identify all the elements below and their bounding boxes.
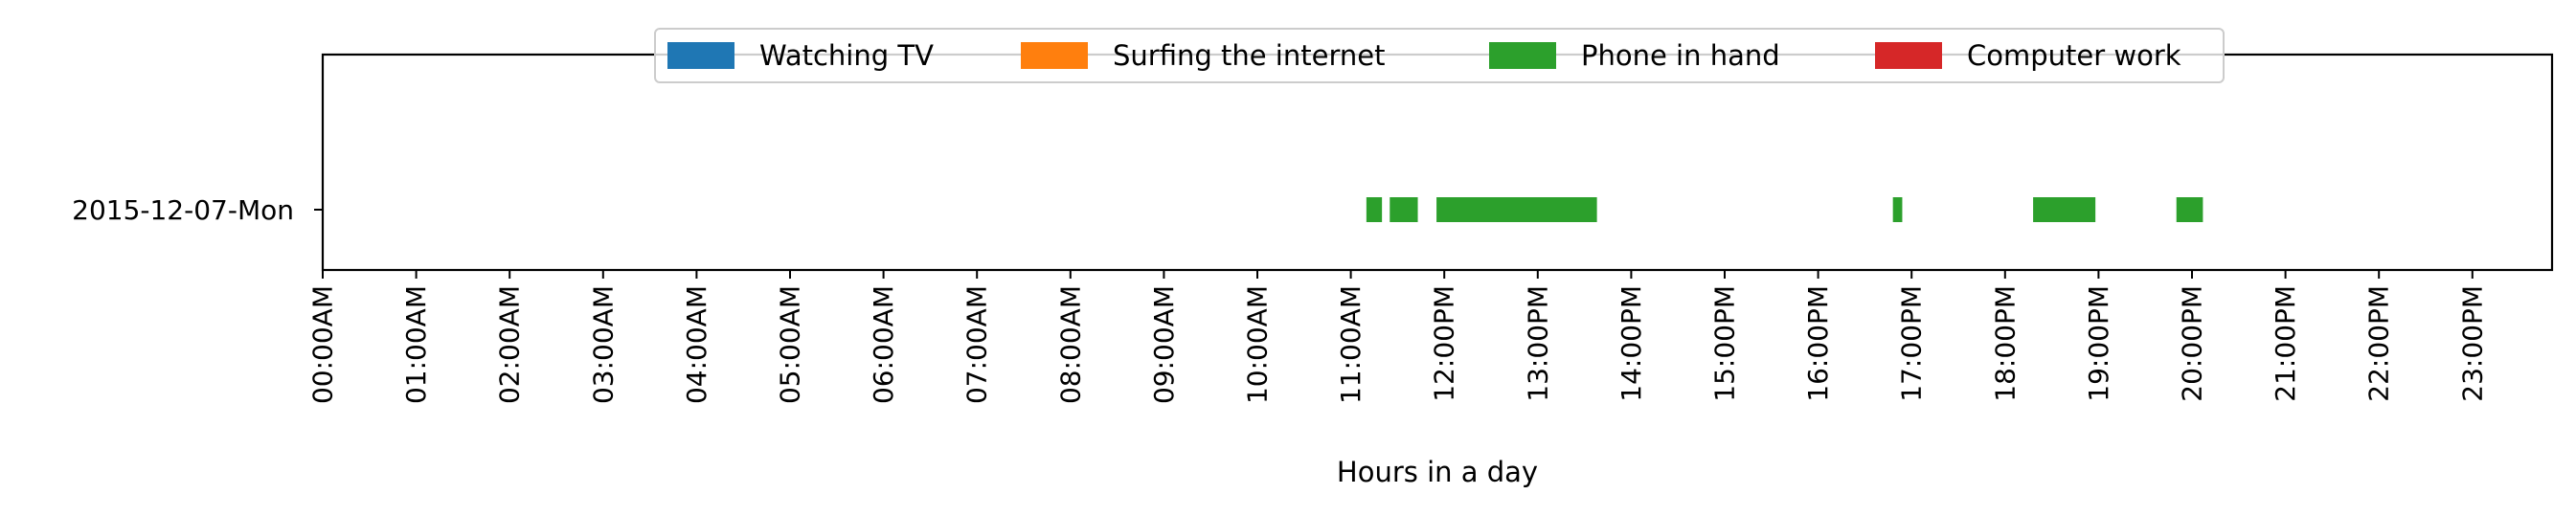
x-tick-label: 12:00PM (1429, 285, 1460, 402)
activity-segment (1366, 197, 1383, 222)
x-axis: 00:00AM 01:00AM 02:00AM 03:00AM 04:00AM 05:00… (307, 270, 2488, 404)
x-tick-label: 09:00AM (1148, 285, 1180, 404)
x-tick-label: 08:00AM (1054, 285, 1086, 404)
activity-segment (1390, 197, 1418, 222)
legend-swatch (1489, 42, 1556, 69)
x-tick-label: 06:00AM (868, 285, 899, 404)
activity-segment (1436, 197, 1597, 222)
activity-segment (2176, 197, 2203, 222)
legend-label: Computer work (1967, 39, 2181, 72)
x-tick-label: 22:00PM (2363, 285, 2395, 402)
x-tick-label: 11:00AM (1335, 285, 1367, 404)
plot-frame (321, 53, 2554, 272)
legend-swatch (1021, 42, 1088, 69)
legend: Watching TV Surfing the internet Phone in … (654, 28, 2225, 83)
activity-segment (1892, 197, 1903, 222)
x-tick-label: 14:00PM (1616, 285, 1647, 402)
x-tick-label: 04:00AM (681, 285, 712, 404)
x-tick-label: 21:00PM (2270, 285, 2301, 402)
x-tick-label: 10:00AM (1242, 285, 1274, 404)
x-tick-label: 17:00PM (1896, 285, 1928, 402)
x-tick-label: 18:00PM (1989, 285, 2021, 402)
x-tick-label: 02:00AM (494, 285, 526, 404)
segments-layer (1366, 197, 2203, 222)
x-tick-label: 03:00AM (587, 285, 619, 404)
legend-label: Surfing the internet (1113, 39, 1385, 72)
x-axis-label: Hours in a day (1337, 456, 1538, 488)
x-tick-label: 20:00PM (2177, 285, 2208, 402)
x-tick-label: 13:00PM (1522, 285, 1553, 402)
legend-label: Watching TV (759, 39, 934, 72)
activity-segment (2033, 197, 2096, 222)
x-tick-label: 16:00PM (1802, 285, 1834, 402)
x-tick-label: 23:00PM (2456, 285, 2488, 402)
x-tick-label: 01:00AM (400, 285, 432, 404)
legend-swatch (1875, 42, 1942, 69)
legend-swatch (667, 42, 734, 69)
x-tick-label: 19:00PM (2083, 285, 2114, 402)
x-tick-label: 00:00AM (307, 285, 339, 404)
x-tick-label: 05:00AM (775, 285, 806, 404)
y-axis: 2015-12-07-Mon (72, 194, 323, 226)
legend-label: Phone in hand (1581, 39, 1780, 72)
y-tick-label: 2015-12-07-Mon (72, 194, 294, 226)
x-tick-label: 07:00AM (961, 285, 993, 404)
x-tick-label: 15:00PM (1709, 285, 1741, 402)
plot-area: 2015-12-07-Mon 00:00AM 01:00AM 02:00AM 03:0… (72, 53, 2554, 404)
